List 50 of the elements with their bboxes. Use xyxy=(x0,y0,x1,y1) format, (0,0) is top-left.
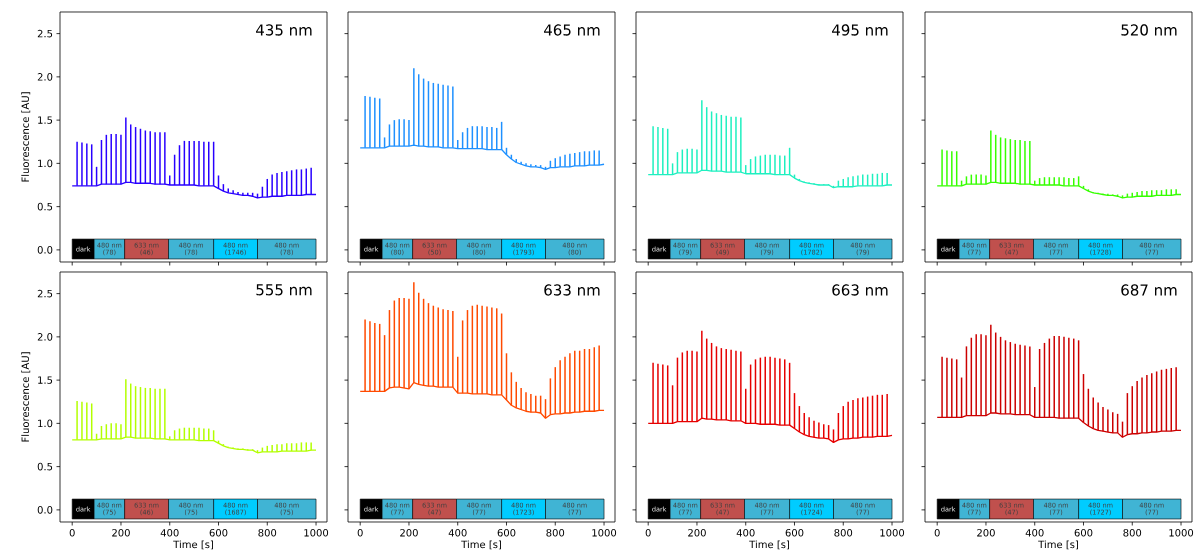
y-tick-label: 2.5 xyxy=(37,289,53,298)
x-tick-label: 1000 xyxy=(1169,529,1194,537)
x-tick-label: 0 xyxy=(645,529,651,537)
x-tick-label: 800 xyxy=(546,529,565,537)
text: 555 nm xyxy=(256,284,312,296)
x-tick-label: 600 xyxy=(1074,529,1093,537)
x-axis-title: Time [s] xyxy=(749,540,789,550)
y-tick-label: 0.5 xyxy=(37,462,53,471)
x-tick-label: 200 xyxy=(977,529,995,537)
x-tick-label: 200 xyxy=(112,529,130,537)
x-tick-label: 0 xyxy=(357,529,363,537)
y-tick-label: 2.0 xyxy=(37,73,53,81)
x-tick-label: 400 xyxy=(1025,529,1044,537)
y-tick-label: 0.0 xyxy=(37,246,53,254)
x-tick-label: 800 xyxy=(834,529,853,537)
x-tick-label: 1000 xyxy=(592,529,617,537)
y-axis-title: Fluorescence [AU] xyxy=(21,92,31,182)
y-tick-label: 0.5 xyxy=(37,202,53,211)
x-tick-label: 600 xyxy=(209,529,228,537)
x-tick-label: 0 xyxy=(69,529,75,537)
text: 495 nm xyxy=(832,24,888,36)
x-tick-label: 200 xyxy=(688,529,706,537)
text: 663 nm xyxy=(832,284,888,296)
text: 465 nm xyxy=(544,24,600,36)
y-tick-label: 0.0 xyxy=(37,506,53,514)
y-tick-label: 1.0 xyxy=(38,159,53,168)
x-tick-label: 200 xyxy=(400,529,418,537)
x-axis-title: Time [s] xyxy=(461,540,501,550)
x-tick-label: 400 xyxy=(448,529,467,537)
x-tick-label: 600 xyxy=(497,529,516,537)
y-axis-title: Fluorescence [AU] xyxy=(21,352,31,442)
x-tick-label: 1000 xyxy=(304,529,329,537)
text: 520 nm xyxy=(1121,24,1177,36)
y-tick-label: 1.5 xyxy=(38,116,53,124)
y-tick-label: 1.0 xyxy=(38,419,53,428)
x-tick-label: 0 xyxy=(934,529,940,537)
x-tick-label: 400 xyxy=(160,529,179,537)
y-tick-label: 2.5 xyxy=(37,29,53,38)
text: 687 nm xyxy=(1121,284,1177,296)
x-tick-label: 800 xyxy=(1123,529,1142,537)
y-tick-label: 1.5 xyxy=(38,376,53,384)
y-tick-label: 2.0 xyxy=(37,333,53,341)
x-tick-label: 1000 xyxy=(880,529,905,537)
x-axis-title: Time [s] xyxy=(173,540,213,550)
text: 633 nm xyxy=(544,284,600,296)
x-tick-label: 600 xyxy=(785,529,804,537)
x-tick-label: 400 xyxy=(736,529,755,537)
text: 435 nm xyxy=(256,24,312,36)
x-tick-label: 800 xyxy=(258,529,277,537)
x-axis-title: Time [s] xyxy=(1038,540,1078,550)
